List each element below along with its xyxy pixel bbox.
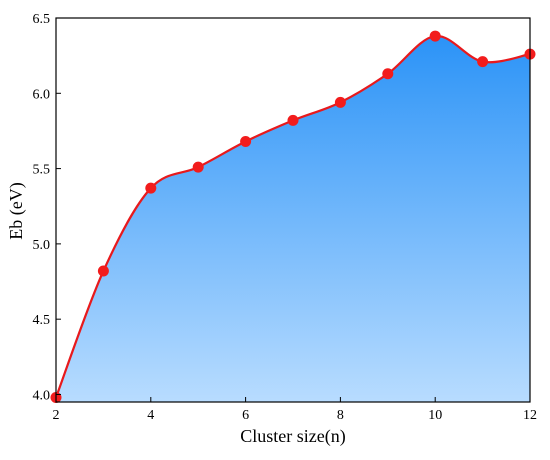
y-tick-label: 5.0: [33, 238, 51, 253]
marker-layer: [50, 30, 536, 403]
axes-layer: [55, 17, 531, 403]
y-tick-label: 6.5: [33, 12, 51, 27]
y-tick-label: 4.5: [33, 313, 51, 328]
data-point-n9[interactable]: [382, 68, 394, 80]
data-point-n5[interactable]: [192, 161, 204, 173]
x-tick-label: 4: [147, 408, 154, 423]
y-axis-title: Eb (eV): [6, 182, 27, 239]
data-point-n6[interactable]: [240, 135, 252, 147]
x-tick-label: 8: [337, 408, 344, 423]
x-tick-label: 6: [242, 408, 249, 423]
y-tick-label: 6.0: [33, 87, 51, 102]
plot-frame: [55, 17, 531, 403]
tick-layer: 2 4 6 8 10 12 4.0 4.5 5.0 5.5 6.0 6.5: [33, 12, 538, 423]
data-point-n10[interactable]: [429, 30, 441, 42]
line-layer: [54, 34, 531, 398]
y-tick-label: 4.0: [33, 388, 51, 403]
x-tick-label: 2: [53, 408, 60, 423]
data-point-n8[interactable]: [334, 96, 346, 108]
data-point-n4[interactable]: [145, 182, 157, 194]
series-line: [54, 34, 531, 398]
data-point-n7[interactable]: [287, 114, 299, 126]
y-tick-label: 5.5: [33, 163, 51, 178]
data-point-n11[interactable]: [477, 56, 489, 68]
series-area-fill: [56, 35, 530, 402]
area-layer: [56, 35, 530, 402]
data-point-n3[interactable]: [97, 265, 109, 277]
x-tick-label: 10: [428, 408, 442, 423]
x-tick-label: 12: [523, 408, 537, 423]
x-axis-title: Cluster size(n): [240, 426, 345, 447]
